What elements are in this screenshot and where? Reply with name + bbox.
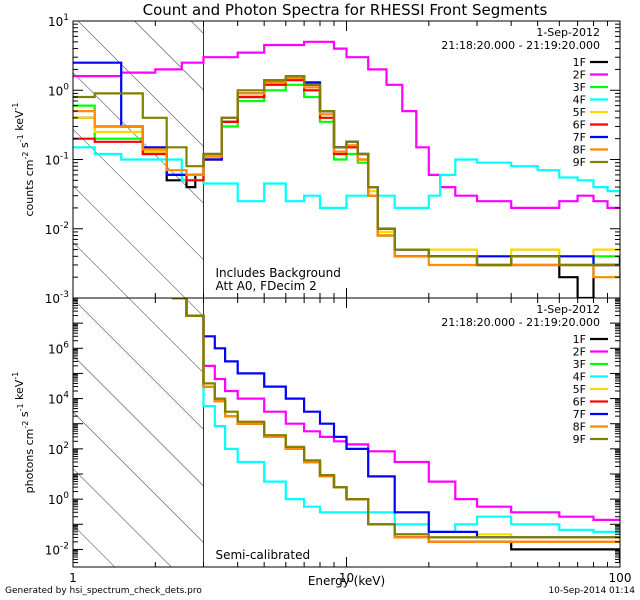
y-axis-label: counts cm-2 s-1 keV-1 [11,103,36,217]
y-tick-label: 10-3 [45,290,69,306]
legend-label-3F: 3F [573,81,586,94]
legend-label-8F: 8F [573,144,586,157]
y-tick-label: 106 [48,340,69,356]
legend-label-9F: 9F [573,433,586,446]
x-tick-label: 10 [339,571,354,585]
series-group [171,298,620,563]
legend-label-7F: 7F [573,131,586,144]
generated-by-footer: Generated by hsi_spectrum_check_dets.pro [5,586,202,596]
date-label: 1-Sep-2012 [536,303,600,316]
y-tick-label: 102 [48,441,69,457]
x-tick-label: 1 [69,571,77,585]
y-tick-label: 100 [48,82,69,98]
legend-label-8F: 8F [573,421,586,434]
photons-panel: 1 10 100 Energy (keV) 10-2 100 102 104 106 photon… [11,297,632,588]
series-group [73,40,620,298]
y-axis-label: photons cm-2 s-1 keV-1 [11,372,36,494]
legend-label-5F: 5F [573,106,586,119]
series-2F [73,40,620,209]
series-9F [171,298,620,539]
series-9F [73,75,620,267]
timestamp-footer: 10-Sep-2014 01:14 [548,586,635,596]
series-7F [171,298,620,539]
time-range-label: 21:18:20.000 - 21:19:20.000 [441,39,600,52]
series-5F [171,298,620,539]
legend-label-6F: 6F [573,396,586,409]
time-range-label: 21:18:20.000 - 21:19:20.000 [441,316,600,329]
y-tick-label: 104 [48,391,69,407]
legend-label-1F: 1F [573,56,586,69]
series-2F [171,298,620,521]
series-8F [171,298,620,543]
counts-panel: 10-3 10-2 10-1 100 101 counts cm-2 s-1 keV-1 1… [11,13,621,306]
y-tick-label: 101 [48,13,69,29]
legend-label-5F: 5F [573,383,586,396]
y-tick-label: 10-1 [45,152,69,168]
legend-label-7F: 7F [573,408,586,421]
date-label: 1-Sep-2012 [536,26,600,39]
series-4F [171,298,620,535]
legend-label-4F: 4F [573,94,586,107]
annotation: Att A0, FDecim 2 [215,279,316,293]
legend-label-4F: 4F [573,371,586,384]
series-3F [171,298,620,539]
annotation: Semi-calibrated [215,548,310,562]
series-1F [171,298,620,563]
y-tick-label: 100 [48,491,69,507]
x-tick-label: 100 [609,571,632,585]
annotation: Includes Background [215,266,340,280]
legend-label-6F: 6F [573,119,586,132]
y-tick-label: 10-2 [45,221,69,237]
legend-label-3F: 3F [573,358,586,371]
chart-title: Count and Photon Spectra for RHESSI Fron… [143,1,548,19]
y-tick-label: 10-2 [45,541,69,557]
legend-label-2F: 2F [573,346,586,359]
legend-label-2F: 2F [573,69,586,82]
x-axis-label: Energy (keV) [308,574,385,588]
legend-label-9F: 9F [573,156,586,169]
series-6F [171,298,620,543]
hatched-region [73,298,204,567]
legend-label-1F: 1F [573,333,586,346]
